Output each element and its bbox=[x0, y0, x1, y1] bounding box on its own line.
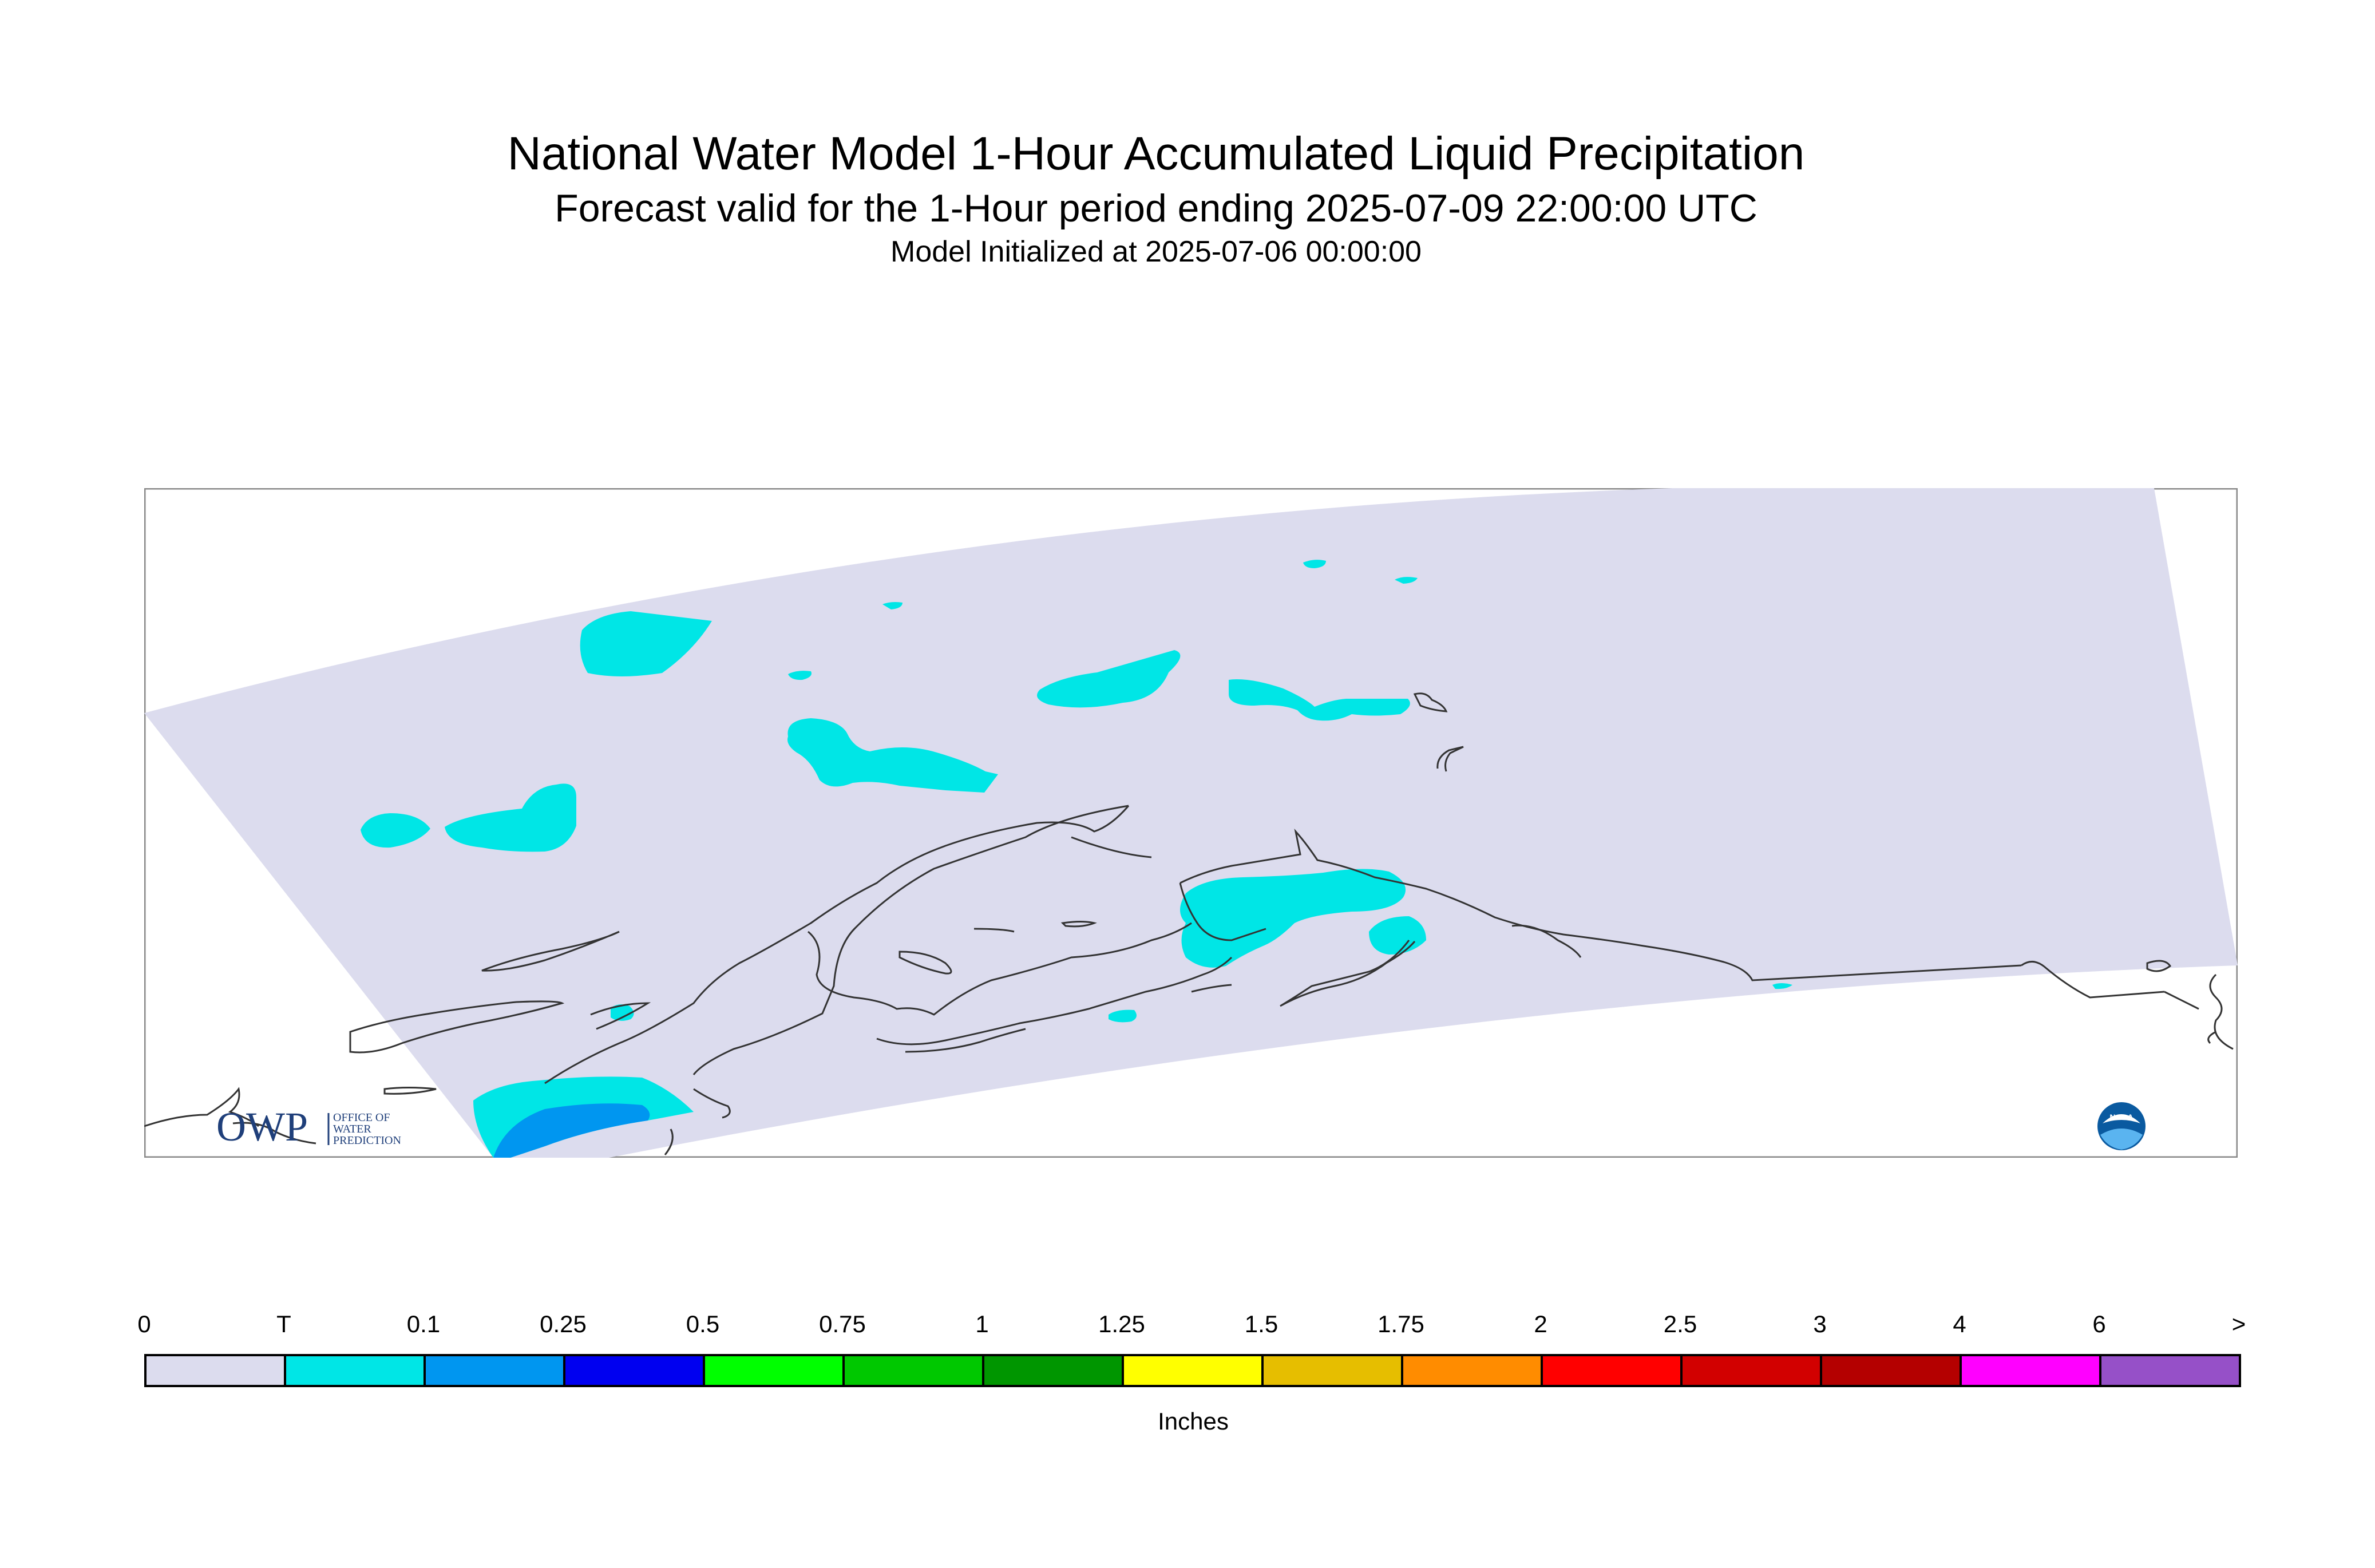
legend-label: 1.75 bbox=[1378, 1310, 1424, 1337]
moderate-precip-area bbox=[493, 1103, 650, 1158]
coastline bbox=[1191, 984, 1232, 993]
legend-color-box bbox=[563, 1354, 705, 1387]
legend-color-box bbox=[1680, 1354, 1822, 1387]
coastline bbox=[905, 1028, 1026, 1053]
precip-area bbox=[445, 783, 576, 852]
legend-label: 2.5 bbox=[1663, 1310, 1697, 1337]
legend-color-box bbox=[982, 1354, 1124, 1387]
legend-label: 0 bbox=[137, 1310, 151, 1337]
precip-area bbox=[1109, 1009, 1137, 1023]
owp-text-1: OFFICE OF bbox=[333, 1111, 390, 1124]
legend-color-box bbox=[2099, 1354, 2241, 1387]
coastline bbox=[383, 1087, 437, 1095]
coastline bbox=[1179, 828, 2022, 981]
legend-color-box bbox=[423, 1354, 565, 1387]
coastline bbox=[1280, 940, 1416, 1007]
legend-color-box bbox=[1261, 1354, 1403, 1387]
legend-label: 1.25 bbox=[1098, 1310, 1145, 1337]
noaa-wave bbox=[2100, 1129, 2143, 1150]
precip-area bbox=[788, 671, 812, 680]
precip-area bbox=[1772, 983, 1792, 989]
legend-label: 0.1 bbox=[406, 1310, 441, 1337]
coastline bbox=[693, 1088, 731, 1119]
precip-area bbox=[1303, 560, 1326, 568]
legend-label: 1 bbox=[975, 1310, 989, 1337]
legend-label: 0.5 bbox=[686, 1310, 720, 1337]
coastline bbox=[1436, 746, 1464, 772]
coastline bbox=[590, 1002, 651, 1030]
legend-label: 4 bbox=[1953, 1310, 1966, 1337]
color-legend: 0 T 0.1 0.25 0.5 0.75 1 1.25 1.5 1.75 2 2.5 3 4 6 > Inc… bbox=[0, 1310, 2375, 1448]
legend-label: 3 bbox=[1813, 1310, 1827, 1337]
coastline bbox=[692, 805, 1129, 1075]
legend-color-box bbox=[1960, 1354, 2101, 1387]
coastline bbox=[349, 1000, 565, 1054]
coastline bbox=[1179, 882, 1266, 941]
precip-area bbox=[611, 1004, 634, 1021]
legend-color-box bbox=[703, 1354, 845, 1387]
coastline bbox=[973, 928, 1015, 933]
coastline bbox=[1060, 921, 1097, 928]
precip-area bbox=[1037, 650, 1181, 708]
legend-color-box bbox=[1541, 1354, 1683, 1387]
main-title: National Water Model 1-Hour Accumulated … bbox=[507, 128, 1805, 180]
precip-area bbox=[1180, 869, 1406, 968]
legend-label: 0.75 bbox=[819, 1310, 866, 1337]
legend-units: Inches bbox=[1158, 1408, 1229, 1435]
coastline bbox=[232, 1122, 316, 1145]
forecast-subtitle: Forecast valid for the 1-Hour period end… bbox=[555, 187, 1758, 230]
noaa-mark: NOAA bbox=[2109, 1112, 2133, 1122]
coastline bbox=[808, 922, 1192, 1016]
coastline bbox=[664, 1129, 674, 1155]
coastline bbox=[2164, 991, 2199, 1010]
owp-logo: OWP OFFICE OF WATER PREDICTION bbox=[216, 1104, 401, 1150]
coastline bbox=[2207, 1031, 2216, 1044]
owp-mark: OWP bbox=[216, 1104, 308, 1150]
precip-area bbox=[580, 611, 712, 676]
legend-color-box bbox=[284, 1354, 426, 1387]
legend-color-box bbox=[1401, 1354, 1543, 1387]
coastline bbox=[544, 805, 1130, 1084]
coastline bbox=[1071, 836, 1152, 858]
coastlines bbox=[144, 692, 2234, 1155]
owp-text-3: PREDICTION bbox=[333, 1134, 401, 1147]
legend-label: 6 bbox=[2092, 1310, 2106, 1337]
coastline bbox=[2021, 961, 2165, 999]
coastline bbox=[1413, 692, 1448, 712]
legend-color-box bbox=[144, 1354, 286, 1387]
legend-color-box bbox=[1122, 1354, 1264, 1387]
legend-label: 2 bbox=[1534, 1310, 1547, 1337]
coastline bbox=[2209, 973, 2234, 1050]
precip-areas bbox=[361, 560, 1792, 1158]
precip-area bbox=[787, 718, 998, 793]
legend-color-box bbox=[1820, 1354, 1962, 1387]
precip-area bbox=[1395, 577, 1418, 584]
coastline bbox=[876, 956, 1233, 1046]
noaa-logo: NOAA bbox=[2097, 1102, 2146, 1150]
noaa-bird bbox=[2103, 1114, 2140, 1123]
coastline bbox=[898, 951, 952, 975]
coastline bbox=[481, 930, 620, 972]
coastline bbox=[144, 1087, 259, 1127]
init-time: Model Initialized at 2025-07-06 00:00:00 bbox=[890, 235, 1422, 268]
legend-label: 1.5 bbox=[1244, 1310, 1278, 1337]
precip-area bbox=[361, 813, 430, 848]
precip-area bbox=[1229, 679, 1410, 721]
legend-label: 0.25 bbox=[540, 1310, 587, 1337]
coastline bbox=[1511, 924, 1582, 958]
legend-label: > bbox=[2231, 1310, 2246, 1337]
legend-label: T bbox=[276, 1310, 291, 1337]
coastline bbox=[2146, 960, 2172, 972]
legend-color-box bbox=[842, 1354, 984, 1387]
precip-area bbox=[882, 602, 902, 609]
owp-text-2: WATER bbox=[333, 1123, 371, 1135]
precipitation-map: OWP OFFICE OF WATER PREDICTION NOAA bbox=[144, 488, 2238, 1158]
